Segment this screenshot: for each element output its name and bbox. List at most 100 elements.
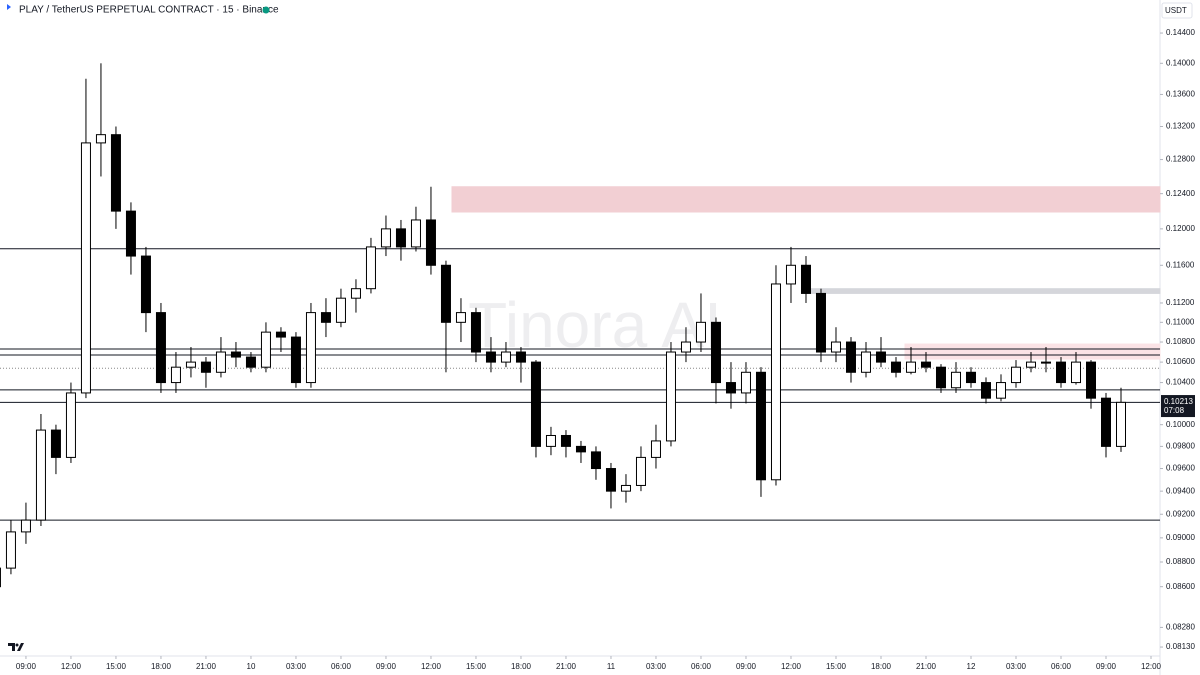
x-tick-label: 09:00 [736,662,757,671]
y-tick-label: 0.08130 [1166,642,1195,651]
x-tick-label: 12:00 [421,662,442,671]
candle-body [260,331,271,368]
y-tick-label: 0.12000 [1166,224,1195,233]
candle-body [365,246,376,290]
x-tick-label: 09:00 [16,662,37,671]
candle-body [530,361,541,447]
candle-body [800,264,811,294]
candle-body [425,219,436,266]
x-tick-label: 21:00 [556,662,577,671]
candle-body [1040,361,1051,364]
candle-body [905,361,916,373]
x-tick-label: 18:00 [511,662,532,671]
currency-box[interactable] [1161,2,1193,19]
candle-body [155,312,166,384]
candle-body [665,351,676,442]
y-tick-label: 0.09600 [1166,464,1195,473]
candle-body [80,142,91,394]
candle-body [335,297,346,323]
x-tick-label: 06:00 [1051,662,1072,671]
candle-body [545,434,556,447]
candle-body [1055,361,1066,384]
candle-body [245,356,256,368]
candle-body [455,312,466,323]
y-tick-label: 0.08800 [1166,557,1195,566]
x-tick-label: 09:00 [1096,662,1117,671]
candle-body [515,351,526,363]
zones [451,186,1161,360]
candle-body [980,382,991,399]
candle-body [140,255,151,314]
x-tick-label: 10 [247,662,256,671]
candle-body [485,351,496,363]
candle-body [920,361,931,368]
y-tick-label: 0.09400 [1166,486,1195,495]
x-tick-label: 09:00 [376,662,397,671]
candle-body [305,312,316,384]
candle-body [935,366,946,389]
candle-body [950,371,961,389]
candle-body [1085,361,1096,399]
y-tick-label: 0.09000 [1166,533,1195,542]
x-tick-label: 15:00 [826,662,847,671]
x-tick-label: 03:00 [286,662,307,671]
candle-body [620,484,631,492]
y-tick-label: 0.13600 [1166,90,1195,99]
candle-body [500,351,511,363]
x-tick-label: 12:00 [1141,662,1162,671]
x-tick-label: 03:00 [1006,662,1027,671]
candle-body [230,351,241,358]
x-tick-label: 21:00 [916,662,937,671]
candle-body [605,468,616,492]
candle-body [95,134,106,144]
y-tick-label: 0.12400 [1166,189,1195,198]
candle-body [635,456,646,486]
candle-body [1070,361,1081,384]
x-tick-label: 03:00 [646,662,667,671]
candle-body [125,210,136,257]
currency: USDT [1165,6,1187,15]
candle-body [560,434,571,447]
x-tick-label: 06:00 [331,662,352,671]
candle-body [440,264,451,323]
candle-body [350,288,361,299]
candle-body [20,519,31,533]
symbol-icon [7,4,11,10]
status-dot [262,6,270,14]
y-tick-label: 0.14400 [1166,28,1195,37]
y-tick-label: 0.10800 [1166,337,1195,346]
y-tick-label: 0.14000 [1166,58,1195,67]
candle-body [65,392,76,458]
candle-body [860,351,871,373]
candle-body [575,445,586,453]
candle-body [995,382,1006,399]
candle-body [470,312,481,353]
candle-body [590,451,601,470]
candle-body [740,371,751,394]
candle-body [395,228,406,248]
y-tick-label: 0.09800 [1166,441,1195,450]
candle-body [815,292,826,353]
x-tick-label: 11 [607,662,616,671]
y-tick-label: 0.08600 [1166,582,1195,591]
x-tick-label: 12:00 [61,662,82,671]
candle-body [695,321,706,343]
y-tick-label: 0.11200 [1166,298,1195,307]
candle-body [35,429,46,521]
x-tick-label: 18:00 [151,662,172,671]
y-tick-label: 0.11600 [1166,260,1195,269]
y-tick-label: 0.10400 [1166,378,1195,387]
y-tick-label: 0.10000 [1166,420,1195,429]
candle-body [50,429,61,458]
y-tick-label: 0.13200 [1166,122,1195,131]
x-tick-label: 06:00 [691,662,712,671]
zone [803,288,1161,294]
candle-body [875,351,886,363]
candle-body [185,361,196,368]
zone [451,186,1161,213]
candle-body [965,371,976,384]
y-tick-label: 0.12800 [1166,155,1195,164]
candle-body [170,366,181,384]
